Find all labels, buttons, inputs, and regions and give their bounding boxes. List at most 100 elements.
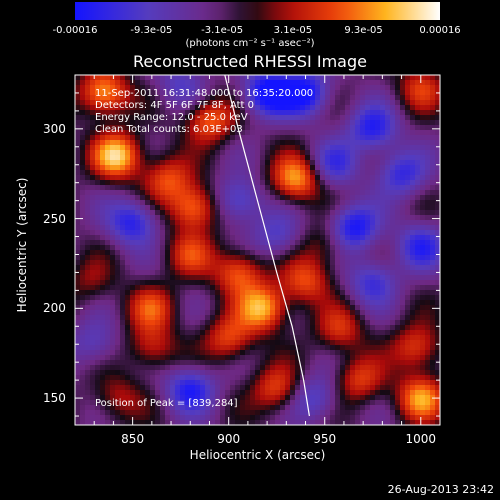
heatmap-cell (240, 375, 246, 381)
heatmap-cell (135, 110, 141, 116)
heatmap-cell (355, 80, 361, 86)
heatmap-cell (185, 225, 191, 231)
heatmap-cell (415, 75, 421, 81)
heatmap-cell (115, 85, 121, 91)
heatmap-cell (75, 115, 81, 121)
heatmap-cell (365, 80, 371, 86)
heatmap-cell (130, 225, 136, 231)
heatmap-cell (80, 300, 86, 306)
heatmap-cell (220, 225, 226, 231)
heatmap-cell (260, 390, 266, 396)
heatmap-cell (195, 305, 201, 311)
heatmap-cell (315, 110, 321, 116)
heatmap-cell (305, 160, 311, 166)
heatmap-cell (235, 75, 241, 81)
heatmap-cell (210, 350, 216, 356)
heatmap-cell (260, 330, 266, 336)
heatmap-cell (240, 135, 246, 141)
heatmap-cell (310, 210, 316, 216)
heatmap-cell (155, 180, 161, 186)
heatmap-cell (235, 325, 241, 331)
heatmap-cell (85, 365, 91, 371)
heatmap-cell (150, 220, 156, 226)
heatmap-cell (85, 150, 91, 156)
heatmap-cell (300, 220, 306, 226)
heatmap-cell (120, 235, 126, 241)
heatmap-cell (200, 175, 206, 181)
heatmap-cell (240, 315, 246, 321)
heatmap-cell (290, 155, 296, 161)
heatmap-cell (195, 90, 201, 96)
heatmap-cell (435, 250, 441, 256)
heatmap-cell (75, 110, 81, 116)
heatmap-cell (140, 90, 146, 96)
heatmap-cell (195, 285, 201, 291)
heatmap-cell (430, 230, 436, 236)
heatmap-cell (380, 80, 386, 86)
heatmap-cell (200, 305, 206, 311)
heatmap-cell (380, 200, 386, 206)
heatmap-cell (370, 95, 376, 101)
heatmap-cell (135, 200, 141, 206)
heatmap-cell (90, 205, 96, 211)
heatmap-cell (295, 305, 301, 311)
heatmap-cell (280, 345, 286, 351)
heatmap-cell (175, 380, 181, 386)
heatmap-cell (375, 360, 381, 366)
heatmap-cell (310, 355, 316, 361)
heatmap-cell (435, 95, 441, 101)
heatmap-cell (175, 150, 181, 156)
heatmap-cell (315, 310, 321, 316)
heatmap-cell (85, 350, 91, 356)
heatmap-cell (340, 120, 346, 126)
heatmap-cell (75, 245, 81, 251)
heatmap-cell (120, 90, 126, 96)
heatmap-cell (225, 110, 231, 116)
heatmap-cell (245, 265, 251, 271)
heatmap-cell (75, 105, 81, 111)
heatmap-cell (145, 125, 151, 131)
heatmap-cell (365, 190, 371, 196)
heatmap-cell (435, 135, 441, 141)
heatmap-cell (260, 220, 266, 226)
heatmap-cell (275, 175, 281, 181)
heatmap-cell (370, 290, 376, 296)
heatmap-cell (90, 340, 96, 346)
heatmap-cell (250, 150, 256, 156)
heatmap-cell (100, 360, 106, 366)
heatmap-cell (95, 105, 101, 111)
heatmap-cell (420, 295, 426, 301)
heatmap-cell (205, 400, 211, 406)
heatmap-cell (125, 175, 131, 181)
heatmap-cell (245, 120, 251, 126)
heatmap-cell (155, 220, 161, 226)
heatmap-cell (415, 265, 421, 271)
heatmap-cell (275, 405, 281, 411)
heatmap-cell (135, 340, 141, 346)
heatmap-cell (195, 260, 201, 266)
heatmap-cell (140, 125, 146, 131)
heatmap-cell (370, 300, 376, 306)
heatmap-cell (380, 140, 386, 146)
heatmap-cell (270, 110, 276, 116)
heatmap-cell (340, 375, 346, 381)
heatmap-cell (215, 155, 221, 161)
heatmap-cell (95, 95, 101, 101)
heatmap-cell (180, 350, 186, 356)
heatmap-cell (90, 355, 96, 361)
heatmap-cell (390, 175, 396, 181)
heatmap-cell (380, 370, 386, 376)
heatmap-cell (300, 95, 306, 101)
heatmap-cell (165, 160, 171, 166)
heatmap-cell (415, 140, 421, 146)
heatmap-cell (240, 190, 246, 196)
heatmap-cell (200, 310, 206, 316)
heatmap-cell (335, 195, 341, 201)
heatmap-cell (165, 395, 171, 401)
heatmap-cell (255, 285, 261, 291)
heatmap-cell (195, 110, 201, 116)
heatmap-cell (245, 405, 251, 411)
heatmap-cell (150, 370, 156, 376)
heatmap-cell (195, 140, 201, 146)
heatmap-cell (335, 110, 341, 116)
